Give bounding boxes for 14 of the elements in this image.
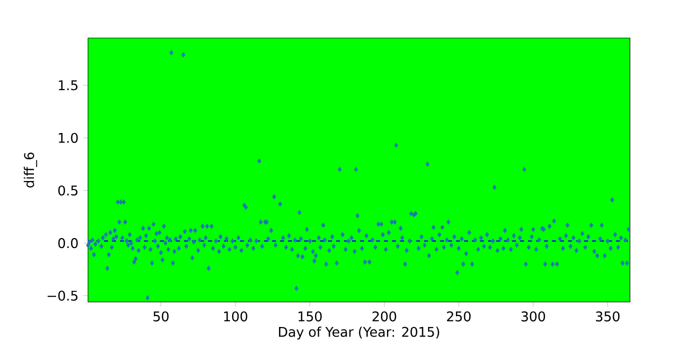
x-tick-label: 250 xyxy=(447,311,471,322)
x-tick-label: 300 xyxy=(522,311,546,322)
y-tick-label: −0.5 xyxy=(48,290,78,301)
x-tick-label: 350 xyxy=(596,311,620,322)
y-axis-title: diff_6 xyxy=(24,152,38,188)
y-tick-label: 1.5 xyxy=(58,80,78,90)
y-tick-label: 0.5 xyxy=(58,185,78,196)
x-tick-label: 150 xyxy=(298,311,322,322)
x-tick-label: 200 xyxy=(372,311,396,322)
x-axis-title: Day of Year (Year: 2015) xyxy=(279,326,440,340)
y-tick-label: 1.0 xyxy=(58,132,78,143)
x-tick-label: 100 xyxy=(224,311,248,322)
y-tick-label: 0.0 xyxy=(58,238,78,248)
x-tick-label: 50 xyxy=(154,311,169,322)
